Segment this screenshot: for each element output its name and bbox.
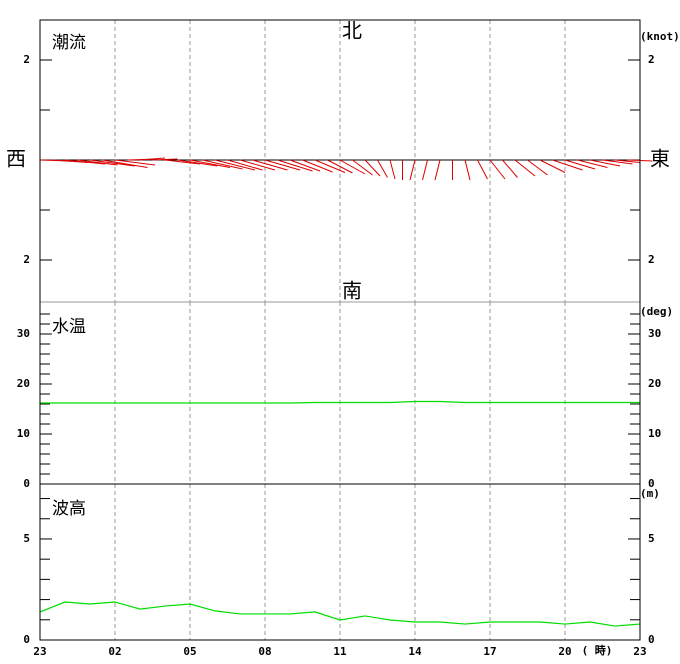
current-vector [552, 159, 583, 171]
east-label: 東 [650, 147, 670, 171]
y-tick-label: 2 [23, 253, 30, 266]
current-vector [339, 159, 366, 175]
current-vector [364, 159, 381, 177]
current-vector [577, 159, 608, 168]
south-label: 南 [342, 279, 362, 303]
y-tick-label: 30 [17, 327, 30, 340]
frame [39, 19, 641, 641]
current-vector [264, 159, 301, 171]
current-vector [539, 159, 566, 173]
data-line [39, 601, 641, 627]
current-vector [77, 159, 118, 166]
current-vector [514, 159, 536, 177]
y-tick-label: 0 [23, 633, 30, 646]
x-tick-label: 17 [483, 645, 496, 658]
current-vector [409, 159, 416, 181]
y-tick-label: 10 [648, 427, 661, 440]
x-tick-label: 23 [33, 645, 46, 658]
y-tick-label: 30 [648, 327, 661, 340]
current-vector [477, 159, 488, 180]
current-vector [434, 159, 441, 181]
y-tick-label: 0 [23, 477, 30, 490]
panel-title: 水温 [52, 317, 86, 337]
current-vector [252, 159, 288, 171]
x-tick-label: 02 [108, 645, 121, 658]
current-vector [102, 159, 148, 168]
x-tick-label: 08 [258, 645, 271, 658]
current-vector [327, 159, 353, 174]
current-vector [239, 159, 276, 171]
current-vector [164, 159, 201, 165]
y-tick-label: 5 [23, 532, 30, 545]
unit-label: (m) [640, 487, 660, 500]
current-vector [464, 159, 471, 181]
current-vector [202, 159, 243, 170]
current-vector [589, 159, 621, 167]
unit-label: (knot) [640, 30, 680, 43]
x-tick-label: 20 [558, 645, 571, 658]
x-tick-label: 05 [183, 645, 196, 658]
y-tick-label: 2 [23, 53, 30, 66]
current-vector [352, 159, 373, 176]
y-tick-label: 0 [648, 477, 655, 490]
current-vector [614, 159, 641, 163]
x-axis-label: ( 時) [582, 643, 613, 657]
current-vector [152, 158, 178, 161]
y-tick-label: 20 [17, 377, 30, 390]
current-vector [214, 159, 256, 171]
current-vector [289, 159, 321, 172]
current-vector [602, 159, 633, 165]
current-vector [502, 159, 518, 178]
current-vector [189, 159, 231, 168]
x-tick-label: 14 [408, 645, 422, 658]
current-vector [114, 159, 156, 166]
current-vector [89, 159, 136, 167]
current-vector [489, 159, 506, 180]
current-vector [177, 159, 218, 167]
current-vector [377, 159, 388, 178]
unit-label: (deg) [640, 305, 673, 318]
current-vector [564, 159, 596, 170]
current-vector [527, 159, 548, 176]
y-tick-label: 0 [648, 633, 655, 646]
y-tick-label: 2 [648, 53, 655, 66]
y-tick-label: 10 [17, 427, 30, 440]
y-tick-label: 20 [648, 377, 661, 390]
current-vector [422, 159, 428, 181]
current-vector [139, 157, 166, 161]
current-vector [277, 159, 313, 172]
panel-title: 波高 [52, 499, 86, 519]
x-tick-label: 23 [633, 645, 646, 658]
current-vector [227, 159, 263, 171]
panel-title: 潮流 [52, 33, 86, 53]
current-vector [64, 159, 106, 165]
west-label: 西 [6, 147, 26, 171]
y-tick-label: 5 [648, 532, 655, 545]
current-vector [302, 159, 333, 173]
y-tick-label: 2 [648, 253, 655, 266]
x-tick-label: 11 [333, 645, 347, 658]
current-vector [314, 159, 346, 173]
data-line [40, 400, 640, 404]
current-vector [389, 159, 396, 180]
north-label: 北 [342, 19, 362, 43]
